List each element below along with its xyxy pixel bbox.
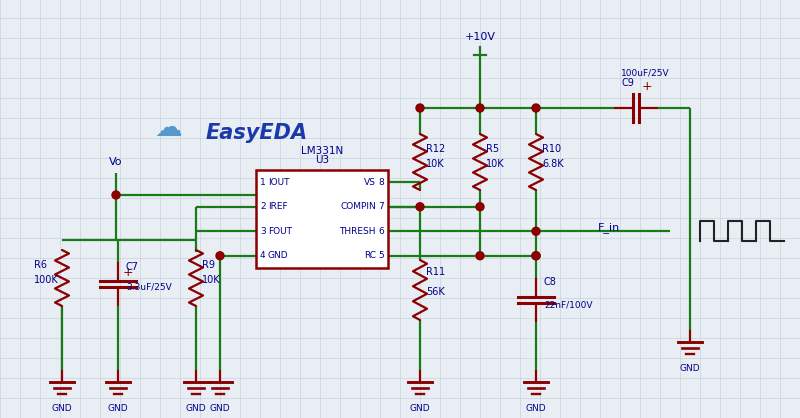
Text: R6: R6: [34, 260, 47, 270]
Text: GND: GND: [410, 404, 430, 413]
Text: GND: GND: [268, 251, 289, 260]
Text: R11: R11: [426, 267, 445, 277]
Text: 3.3uF/25V: 3.3uF/25V: [126, 283, 172, 292]
Circle shape: [532, 252, 540, 260]
Circle shape: [112, 191, 120, 199]
Text: C8: C8: [544, 277, 557, 287]
Text: 56K: 56K: [426, 287, 445, 297]
Text: 5: 5: [378, 251, 384, 260]
Text: C7: C7: [126, 262, 139, 272]
Text: 10K: 10K: [426, 159, 445, 169]
Bar: [256, 170, 388, 268]
Text: GND: GND: [210, 404, 230, 413]
Text: C9: C9: [621, 78, 634, 88]
Text: Vo: Vo: [110, 157, 122, 167]
Text: 10K: 10K: [202, 275, 221, 285]
Text: R5: R5: [486, 144, 499, 154]
Text: +10V: +10V: [465, 32, 495, 42]
Text: 7: 7: [378, 202, 384, 211]
Text: THRESH: THRESH: [339, 227, 376, 236]
Text: 6: 6: [378, 227, 384, 236]
Text: 4: 4: [260, 251, 266, 260]
Text: GND: GND: [680, 364, 700, 373]
Text: 8: 8: [378, 178, 384, 187]
Text: F_in: F_in: [598, 222, 620, 233]
Circle shape: [532, 252, 540, 260]
Text: +: +: [642, 79, 652, 92]
Circle shape: [532, 227, 540, 235]
Text: EasyEDA: EasyEDA: [206, 123, 308, 143]
Text: 10K: 10K: [486, 159, 505, 169]
Text: ☁: ☁: [154, 114, 182, 142]
Text: R12: R12: [426, 144, 446, 154]
Circle shape: [476, 203, 484, 211]
Text: GND: GND: [108, 404, 128, 413]
Text: LM331N: LM331N: [301, 146, 343, 156]
Text: IOUT: IOUT: [268, 178, 290, 187]
Text: +: +: [122, 267, 134, 280]
Text: FOUT: FOUT: [268, 227, 292, 236]
Text: 22nF/100V: 22nF/100V: [544, 301, 593, 310]
Text: R10: R10: [542, 144, 561, 154]
Text: VS: VS: [364, 178, 376, 187]
Text: 100K: 100K: [34, 275, 58, 285]
Text: 6.8K: 6.8K: [542, 159, 564, 169]
Text: U3: U3: [315, 155, 329, 165]
Circle shape: [216, 252, 224, 260]
Text: 3: 3: [260, 227, 266, 236]
Circle shape: [476, 104, 484, 112]
Circle shape: [476, 252, 484, 260]
Circle shape: [416, 203, 424, 211]
Text: R9: R9: [202, 260, 215, 270]
Text: GND: GND: [526, 404, 546, 413]
Text: GND: GND: [186, 404, 206, 413]
Text: RC: RC: [364, 251, 376, 260]
Text: GND: GND: [52, 404, 72, 413]
Text: 2: 2: [260, 202, 266, 211]
Text: 100uF/25V: 100uF/25V: [621, 69, 670, 78]
Text: 1: 1: [260, 178, 266, 187]
Circle shape: [532, 104, 540, 112]
Circle shape: [416, 104, 424, 112]
Text: COMPIN: COMPIN: [340, 202, 376, 211]
Text: IREF: IREF: [268, 202, 288, 211]
